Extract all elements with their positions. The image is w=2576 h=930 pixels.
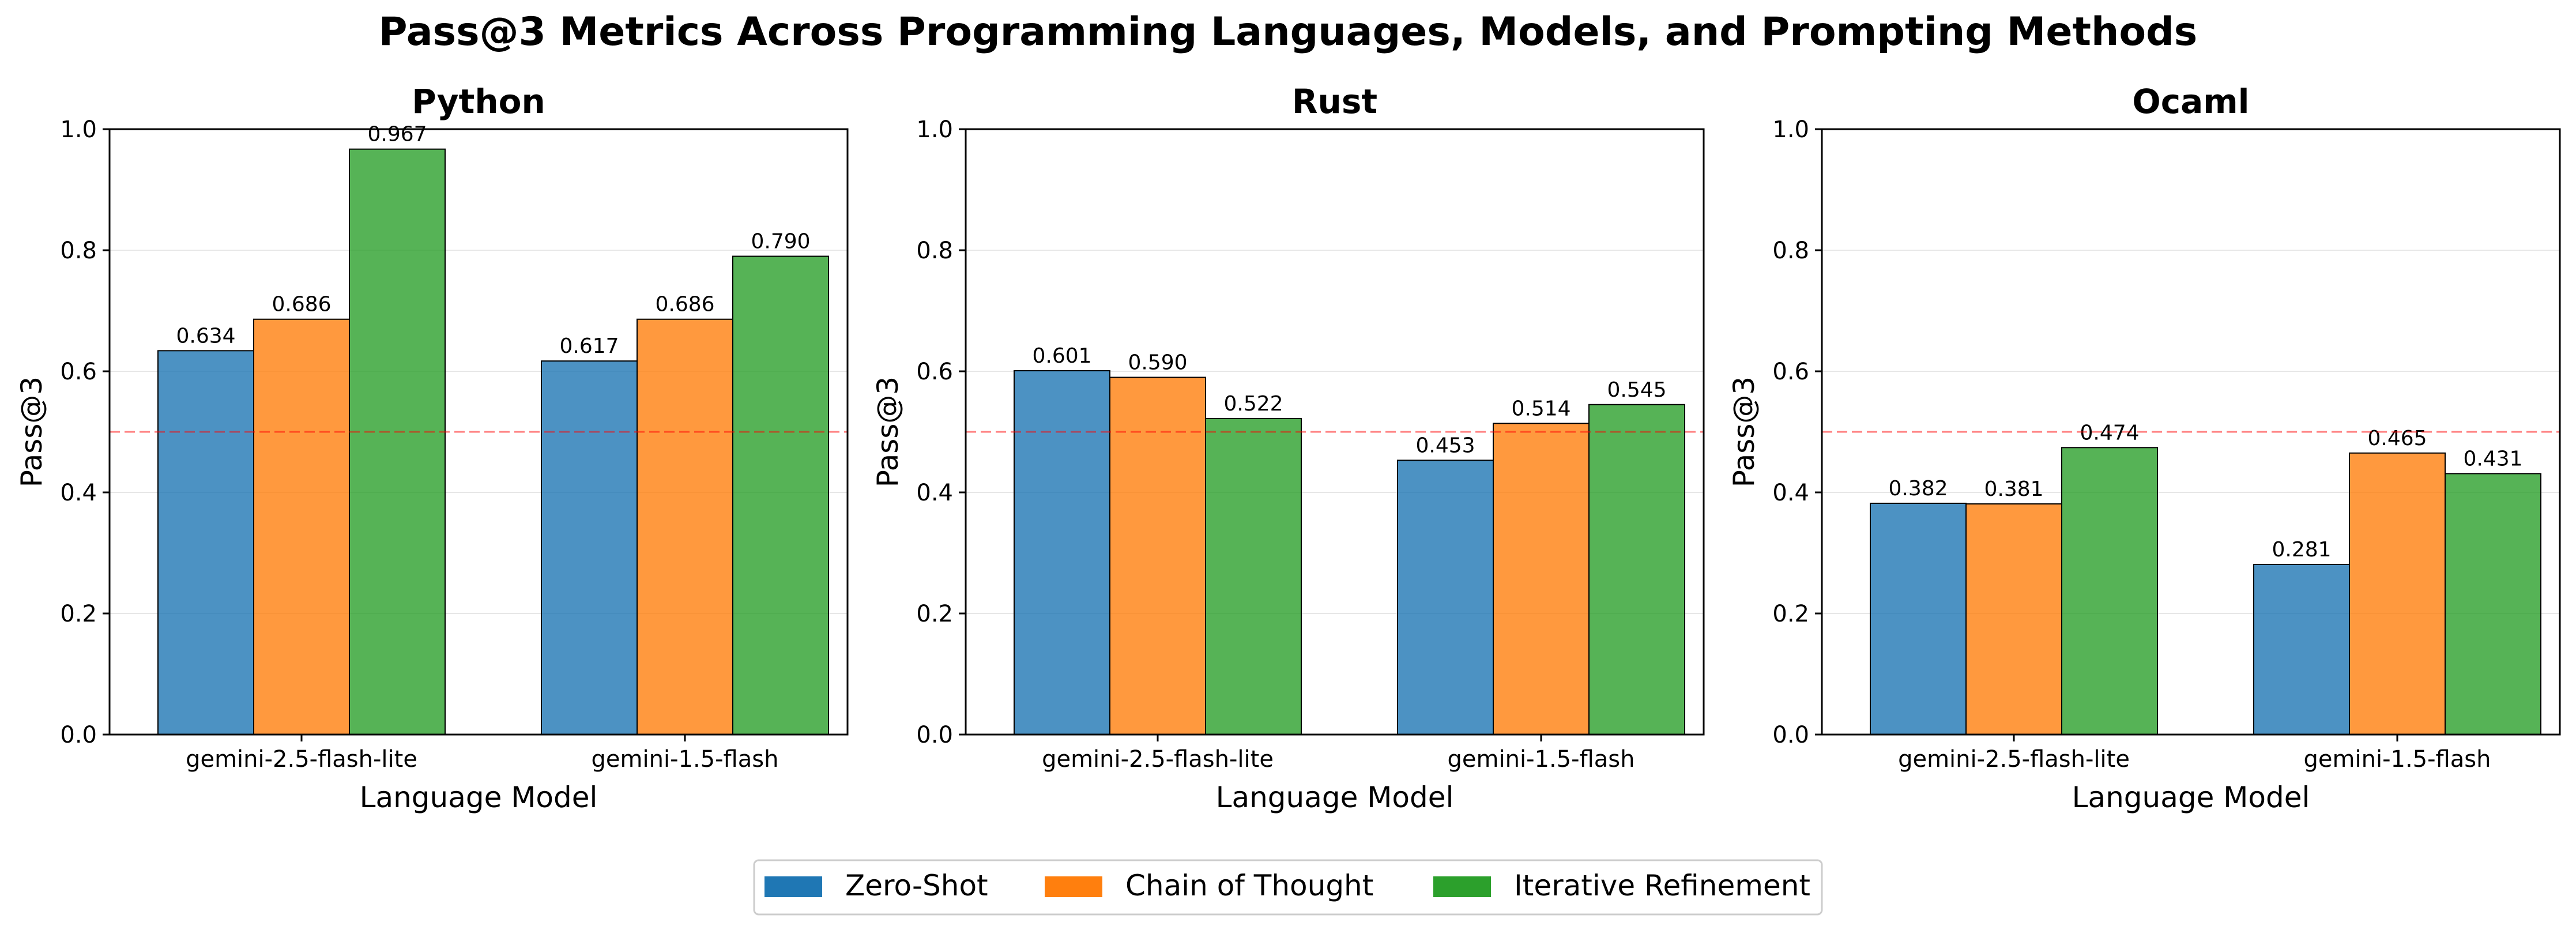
bar-value-label: 0.590: [1128, 351, 1187, 375]
y-tick-label: 0.4: [1772, 480, 1809, 506]
bar-zero-shot: [1870, 502, 1967, 736]
bar-value-label: 0.522: [1223, 392, 1283, 416]
bar-zero-shot: [1014, 370, 1110, 735]
bar-value-label: 0.686: [655, 293, 714, 317]
bar-chain-of-thought: [1493, 423, 1590, 735]
legend-label: Zero-Shot: [845, 869, 988, 902]
bar-zero-shot: [1397, 460, 1494, 735]
bar-iterative-refinement: [2061, 447, 2158, 735]
bar-value-label: 0.601: [1032, 344, 1091, 368]
y-tick-label: 0.6: [916, 359, 953, 385]
panel-title: Rust: [1292, 82, 1377, 121]
legend-frame: [753, 859, 1823, 916]
bar-value-label: 0.382: [1888, 477, 1948, 500]
bar-value-label: 0.465: [2367, 427, 2427, 450]
y-tick-label: 0.0: [1772, 722, 1809, 748]
bar-value-label: 0.474: [2080, 421, 2139, 445]
x-tick-label: gemini-2.5-flash-lite: [186, 746, 417, 773]
y-axis-label: Pass@3: [1727, 376, 1761, 487]
y-tick-label: 0.8: [60, 238, 97, 264]
y-tick-label: 0.8: [916, 238, 953, 264]
bar-iterative-refinement: [1205, 417, 1302, 735]
figure-title: Pass@3 Metrics Across Programming Langua…: [379, 9, 2197, 55]
chart-panel-python: 0.634 0.617 0.686 0.686 0.967 0.790 0.0 0.2 0.4 0…: [15, 82, 849, 814]
bar-chain-of-thought: [1109, 376, 1206, 735]
y-tick-label: 0.6: [1772, 359, 1809, 385]
legend-swatch: [1433, 876, 1491, 897]
y-axis-label: Pass@3: [15, 376, 48, 487]
bar-value-label: 0.431: [2463, 447, 2522, 470]
panel-title: Python: [412, 82, 545, 121]
bar-value-label: 0.617: [559, 334, 619, 358]
x-tick-label: gemini-1.5-flash: [1448, 746, 1635, 773]
y-tick-label: 1.0: [1772, 116, 1809, 143]
chart-panel-rust: 0.601 0.453 0.590 0.514 0.522 0.545 0.0 0.2 0.4 0…: [871, 82, 1705, 814]
x-axis-label: Language Model: [2072, 781, 2310, 814]
y-tick-label: 0.2: [916, 601, 953, 627]
y-tick-label: 0.6: [60, 359, 97, 385]
plot-frame: [965, 128, 1705, 736]
bar-value-label: 0.453: [1415, 434, 1475, 457]
y-tick-label: 0.4: [916, 480, 953, 506]
x-tick-label: gemini-1.5-flash: [2304, 746, 2491, 773]
bar-value-label: 0.686: [272, 293, 331, 317]
bar-zero-shot: [157, 350, 254, 735]
y-tick-label: 1.0: [916, 116, 953, 143]
bar-value-label: 0.514: [1511, 397, 1571, 420]
y-axis-label: Pass@3: [871, 376, 905, 487]
legend-swatch: [764, 876, 822, 897]
legend-item-chain-of-thought: Chain of Thought: [1045, 869, 1373, 902]
legend-label: Chain of Thought: [1125, 869, 1373, 902]
bar-iterative-refinement: [732, 255, 829, 735]
x-tick-label: gemini-2.5-flash-lite: [1898, 746, 2130, 773]
bar-value-label: 0.545: [1607, 378, 1666, 402]
y-tick-label: 1.0: [60, 116, 97, 143]
y-tick-label: 0.8: [1772, 238, 1809, 264]
legend-swatch: [1045, 876, 1102, 897]
y-tick-label: 0.4: [60, 480, 97, 506]
bar-value-label: 0.967: [367, 123, 427, 146]
x-axis-label: Language Model: [360, 781, 598, 814]
legend: Zero-Shot Chain of Thought Iterative Refin…: [753, 859, 1823, 916]
bar-value-label: 0.790: [751, 230, 810, 254]
bar-zero-shot: [2253, 563, 2350, 735]
plot-frame: [1821, 128, 2561, 736]
bar-chain-of-thought: [637, 318, 733, 735]
bar-iterative-refinement: [2445, 473, 2541, 735]
x-tick-label: gemini-1.5-flash: [592, 746, 779, 773]
y-tick-label: 0.0: [60, 722, 97, 748]
bar-chain-of-thought: [253, 318, 350, 735]
x-axis-label: Language Model: [1216, 781, 1454, 814]
y-tick-label: 0.2: [60, 601, 97, 627]
legend-label: Iterative Refinement: [1514, 869, 1810, 902]
legend-item-iterative-refinement: Iterative Refinement: [1433, 869, 1810, 902]
bar-chain-of-thought: [1965, 503, 2062, 735]
bar-value-label: 0.381: [1984, 477, 2043, 501]
bar-iterative-refinement: [1588, 404, 1685, 735]
bar-value-label: 0.281: [2272, 538, 2331, 562]
y-tick-label: 0.0: [916, 722, 953, 748]
x-tick-label: gemini-2.5-flash-lite: [1042, 746, 1274, 773]
panel-title: Ocaml: [2132, 82, 2249, 121]
bar-zero-shot: [541, 360, 638, 735]
legend-item-zero-shot: Zero-Shot: [764, 869, 988, 902]
plot-frame: [108, 128, 849, 736]
bar-iterative-refinement: [349, 148, 446, 735]
bar-value-label: 0.634: [176, 324, 235, 348]
y-tick-label: 0.2: [1772, 601, 1809, 627]
bar-chain-of-thought: [2349, 452, 2446, 735]
chart-panel-ocaml: 0.382 0.281 0.381 0.465 0.474 0.431 0.0 0.2 0.4 0…: [1727, 82, 2561, 814]
